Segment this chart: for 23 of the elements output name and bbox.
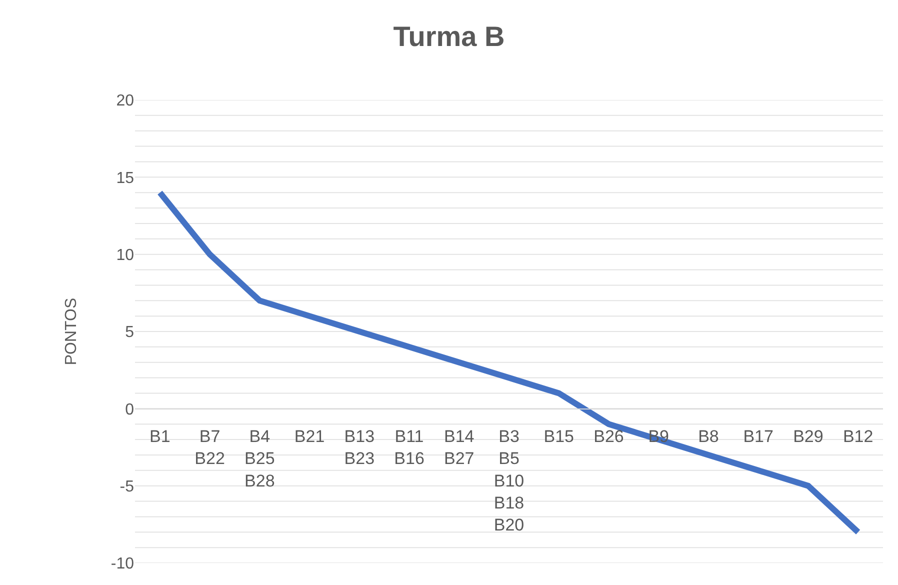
x-tick-label: B3 B5 B10 B18 B20	[494, 427, 524, 534]
x-tick-label: B14 B27	[444, 427, 474, 468]
y-tick-label: 10	[116, 246, 134, 264]
x-tick-label: B15	[544, 427, 574, 446]
y-tick-label: 0	[125, 401, 134, 418]
x-tick-label: B7 B22	[194, 427, 225, 468]
x-tick-label: B21	[294, 427, 325, 446]
x-tick-label: B8	[698, 427, 719, 446]
chart-title: Turma B	[393, 20, 505, 52]
x-tick-label: B12	[842, 427, 874, 446]
x-tick-label: B13 B23	[344, 427, 375, 468]
y-tick-label: 5	[125, 324, 134, 342]
y-tick-label: 20	[116, 92, 134, 110]
y-tick-label: -10	[110, 556, 134, 573]
x-tick-label: B26	[594, 427, 624, 446]
x-tick-label: B1	[150, 427, 170, 446]
x-tick-label: B11 B16	[394, 427, 424, 468]
x-tick-label: B29	[793, 427, 824, 446]
x-tick-label: B17	[743, 427, 774, 446]
y-axis-title: PONTOS	[62, 298, 80, 366]
y-tick-label: 15	[116, 170, 134, 187]
x-tick-label: B4 B25 B28	[244, 427, 275, 490]
y-tick-label: -5	[120, 478, 134, 496]
